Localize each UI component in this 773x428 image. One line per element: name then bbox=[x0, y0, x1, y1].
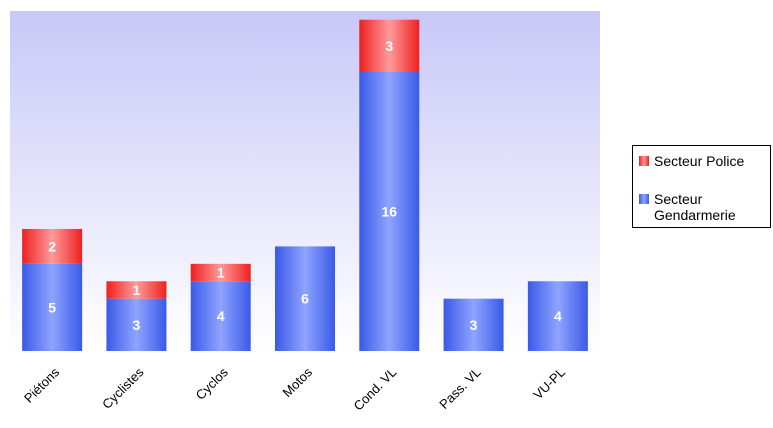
bar-police-4 bbox=[359, 19, 420, 73]
bar-gendarmerie-6 bbox=[527, 281, 588, 351]
x-tick-label-5: Pass. VL bbox=[436, 365, 483, 412]
x-tick-label-1: Cyclistes bbox=[99, 364, 147, 412]
legend-label-gendarmerie: Secteur Gendarmerie bbox=[654, 191, 736, 223]
x-tick-label-0: Piétons bbox=[21, 364, 63, 406]
data-label-gendarmerie-4: 16 bbox=[381, 204, 397, 220]
bars bbox=[22, 19, 588, 352]
legend-label-police: Secteur Police bbox=[654, 153, 745, 169]
x-tick-label-3: Motos bbox=[279, 364, 315, 400]
data-label-gendarmerie-5: 3 bbox=[470, 317, 478, 333]
legend-swatch-gendarmerie bbox=[639, 194, 649, 204]
bar-gendarmerie-1 bbox=[106, 298, 167, 351]
legend: Secteur Police Secteur Gendarmerie bbox=[632, 145, 771, 228]
data-label-gendarmerie-0: 5 bbox=[48, 299, 56, 315]
bar-gendarmerie-3 bbox=[275, 246, 335, 351]
data-label-police-2: 1 bbox=[217, 265, 225, 281]
data-label-gendarmerie-2: 4 bbox=[217, 308, 225, 324]
x-tick-labels: Piétons Cyclistes Cyclos Motos Cond. VL Pass.… bbox=[21, 364, 568, 413]
bar-gendarmerie-0 bbox=[22, 263, 83, 351]
data-label-police-0: 2 bbox=[48, 238, 56, 254]
bar-police-0 bbox=[22, 228, 83, 264]
bar-gendarmerie-2 bbox=[190, 281, 251, 351]
bar-gendarmerie-4 bbox=[359, 72, 420, 352]
legend-swatch-police bbox=[639, 156, 649, 166]
x-tick-label-4: Cond. VL bbox=[350, 365, 399, 414]
data-label-gendarmerie-3: 6 bbox=[301, 291, 309, 307]
legend-item-police: Secteur Police bbox=[639, 153, 766, 169]
x-tick-label-6: VU-PL bbox=[530, 365, 568, 403]
legend-item-gendarmerie: Secteur Gendarmerie bbox=[639, 191, 766, 223]
bar-gendarmerie-5 bbox=[443, 298, 504, 351]
bar-police-2 bbox=[190, 263, 251, 282]
bar-police-1 bbox=[106, 281, 167, 299]
x-tick-label-2: Cyclos bbox=[193, 364, 232, 403]
data-label-police-4: 3 bbox=[385, 38, 393, 54]
data-label-gendarmerie-1: 3 bbox=[133, 317, 141, 333]
data-label-police-1: 1 bbox=[133, 282, 141, 298]
data-label-gendarmerie-6: 4 bbox=[554, 308, 562, 324]
